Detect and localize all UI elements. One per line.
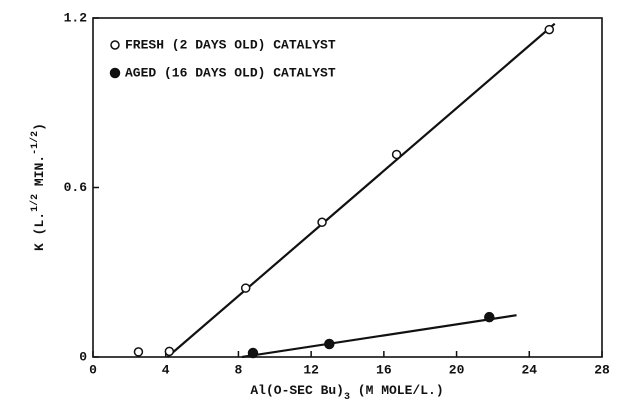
fit-line (166, 22, 556, 358)
y-tick-label: 0.6 (64, 180, 88, 195)
y-label-sup: 1/2 (29, 194, 41, 212)
open-marker (544, 24, 555, 35)
y-label-part: ) (32, 123, 47, 131)
legend-label: AGED (16 DAYS OLD) CATALYST (125, 65, 336, 80)
filled-marker (324, 338, 335, 350)
y-tick-label: 1.2 (64, 10, 88, 25)
x-tick-label: 12 (303, 362, 319, 377)
filled-marker (484, 311, 495, 323)
legend-marker (110, 40, 120, 50)
open-marker (391, 149, 402, 160)
open-marker (317, 217, 327, 227)
y-label-part: MIN. (32, 155, 47, 194)
x-tick-label: 28 (594, 362, 610, 377)
y-tick-label: 0 (79, 349, 87, 364)
x-tick-label: 0 (89, 362, 97, 377)
x-axis-label: Al(O-SEC Bu)3 (M MOLE/L.) (250, 383, 443, 402)
open-marker (133, 347, 144, 357)
y-label-sup: -1/2 (29, 131, 41, 155)
x-tick-label: 24 (521, 362, 537, 377)
open-marker (240, 283, 251, 293)
y-axis-label: K (L.1/2 MIN.-1/2) (29, 123, 48, 251)
legend-label: FRESH (2 DAYS OLD) CATALYST (125, 37, 336, 52)
legend-marker (109, 67, 121, 79)
x-label-part: (M MOLE/L.) (350, 383, 444, 398)
fit-line (241, 314, 517, 359)
filled-marker (247, 347, 259, 359)
y-label-part: K (L. (32, 212, 47, 251)
open-marker (164, 346, 175, 357)
x-tick-label: 16 (376, 362, 392, 377)
x-label-sub: 3 (344, 392, 350, 403)
x-label-part: Al(O-SEC Bu) (250, 383, 344, 398)
x-tick-label: 20 (449, 362, 465, 377)
x-tick-label: 8 (235, 362, 243, 377)
x-tick-label: 4 (162, 362, 170, 377)
